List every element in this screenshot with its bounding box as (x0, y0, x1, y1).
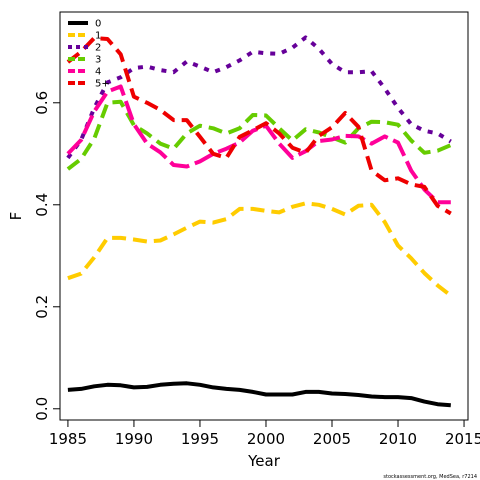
plot-frame (59, 11, 469, 421)
legend-label-2: 2 (95, 43, 101, 54)
x-tick-label: 1995 (181, 430, 219, 448)
series-line-0 (67, 381, 451, 408)
x-axis-title: Year (247, 452, 281, 470)
series-line-3 (66, 99, 452, 171)
x-tick-label: 2000 (247, 430, 285, 448)
x-tick-label: 2015 (445, 430, 480, 448)
series-line-2 (66, 35, 452, 160)
y-tick-label: 0.0 (33, 397, 51, 421)
series-line-1 (67, 201, 453, 298)
legend-label-0: 0 (95, 19, 101, 30)
x-tick-label: 2010 (379, 430, 417, 448)
series-layer (66, 35, 453, 408)
y-axis: 0.0 0.2 0.4 0.6 (33, 91, 60, 421)
y-tick-label: 0.2 (33, 295, 51, 319)
y-axis-title: F (7, 212, 25, 221)
y-tick-label: 0.6 (33, 91, 51, 115)
series-line-5 (66, 36, 452, 216)
x-tick-label: 1990 (115, 430, 153, 448)
legend-label-4: 4 (95, 67, 101, 78)
series-line-4 (66, 84, 451, 205)
y-tick-label: 0.4 (33, 193, 51, 217)
x-axis: 1985 1990 1995 2000 2005 2010 2015 (49, 420, 480, 448)
legend-label-5: 5+ (95, 79, 110, 90)
x-tick-label: 1985 (49, 430, 87, 448)
legend-label-3: 3 (95, 55, 101, 66)
x-tick-label: 2005 (313, 430, 351, 448)
legend-label-1: 1 (95, 31, 101, 42)
credit-note: stockassessment.org, MedSea, r7214 (383, 474, 477, 480)
